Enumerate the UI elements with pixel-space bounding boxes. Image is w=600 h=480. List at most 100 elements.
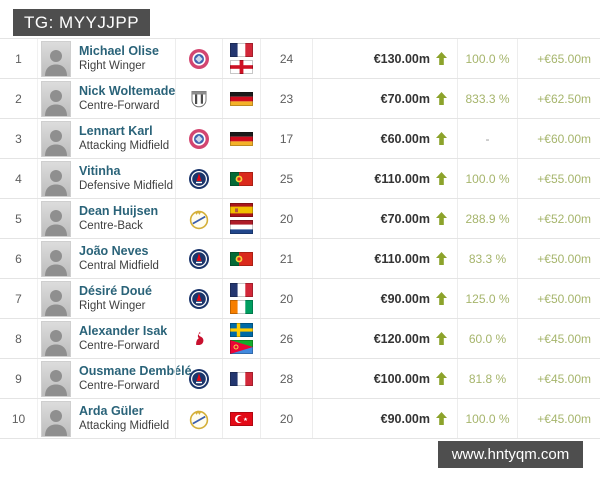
- player-name-link[interactable]: Arda Güler: [79, 403, 144, 418]
- club-crest-bayern-icon[interactable]: [188, 48, 210, 70]
- table-row: 9 Ousmane Dembélé Centre-Forward 28 €100…: [0, 359, 600, 399]
- player-name-link[interactable]: Alexander Isak: [79, 323, 168, 338]
- rank-cell: 5: [0, 199, 37, 238]
- rank-label: 10: [11, 411, 26, 426]
- market-value: €70.00m: [380, 91, 430, 106]
- nationality-cell: [222, 199, 260, 238]
- player-photo[interactable]: [41, 320, 71, 357]
- percent-change-cell: 288.9 %: [457, 199, 517, 238]
- player-position: Centre-Forward: [79, 340, 160, 353]
- value-change-cell: +€45.00m: [517, 399, 600, 438]
- age-cell: 20: [260, 199, 312, 238]
- age-value: 17: [279, 131, 294, 146]
- club-crest-psg-icon[interactable]: [188, 248, 210, 270]
- flag-stack: [230, 323, 253, 354]
- value-change-cell: +€65.00m: [517, 39, 600, 78]
- player-name-link[interactable]: Vitinha: [79, 163, 121, 178]
- player-photo[interactable]: [41, 400, 71, 437]
- age-value: 20: [279, 411, 294, 426]
- player-cell: Dean Huijsen Centre-Back: [37, 199, 175, 238]
- player-info: Vitinha Defensive Midfield: [79, 164, 173, 194]
- percent-change: 81.8 %: [468, 371, 507, 386]
- market-value: €110.00m: [374, 171, 430, 186]
- player-photo[interactable]: [41, 360, 71, 397]
- player-name-link[interactable]: João Neves: [79, 243, 149, 258]
- value-change: +€60.00m: [537, 131, 591, 146]
- player-name-link[interactable]: Ousmane Dembélé: [79, 363, 192, 378]
- player-photo[interactable]: [41, 280, 71, 317]
- value-change-cell: +€50.00m: [517, 279, 600, 318]
- player-photo[interactable]: [41, 160, 71, 197]
- club-crest-real-madrid-icon[interactable]: [188, 408, 210, 430]
- nationality-flag-germany-icon: [230, 91, 253, 106]
- flag-stack: [230, 251, 253, 266]
- player-photo[interactable]: [41, 200, 71, 237]
- table-row: 2 Nick Woltemade Centre-Forward 23 €70.0…: [0, 79, 600, 119]
- club-crest-psg-icon[interactable]: [188, 168, 210, 190]
- player-name-link[interactable]: Lennart Karl: [79, 123, 153, 138]
- percent-change: 288.9 %: [465, 211, 510, 226]
- market-value-cell: €90.00m: [312, 279, 457, 318]
- market-value-cell: €120.00m: [312, 319, 457, 358]
- player-photo[interactable]: [41, 240, 71, 277]
- club-crest-liverpool-icon[interactable]: [188, 328, 210, 350]
- percent-change: 100.0 %: [465, 411, 510, 426]
- player-name-link[interactable]: Nick Woltemade: [79, 83, 176, 98]
- percent-change: 100.0 %: [465, 51, 510, 66]
- club-cell: [175, 119, 222, 158]
- club-crest-bayern-icon[interactable]: [188, 128, 210, 150]
- player-photo[interactable]: [41, 80, 71, 117]
- rank-label: 1: [15, 51, 22, 66]
- player-info: Lennart Karl Attacking Midfield: [79, 124, 169, 154]
- age-cell: 21: [260, 239, 312, 278]
- rank-label: 3: [15, 131, 22, 146]
- table-row: 5 Dean Huijsen Centre-Back 20 €70.00m 28…: [0, 199, 600, 239]
- value-change-cell: +€60.00m: [517, 119, 600, 158]
- value-change-cell: +€45.00m: [517, 319, 600, 358]
- value-change-cell: +€62.50m: [517, 79, 600, 118]
- player-photo[interactable]: [41, 120, 71, 157]
- player-info: João Neves Central Midfield: [79, 244, 159, 274]
- age-value: 20: [279, 291, 294, 306]
- club-crest-newcastle-icon[interactable]: [188, 88, 210, 110]
- nationality-cell: [222, 239, 260, 278]
- rank-label: 8: [15, 331, 22, 346]
- player-name-link[interactable]: Désiré Doué: [79, 283, 152, 298]
- player-cell: Michael Olise Right Winger: [37, 39, 175, 78]
- player-photo[interactable]: [41, 40, 71, 77]
- rank-cell: 10: [0, 399, 37, 438]
- rank-cell: 6: [0, 239, 37, 278]
- nationality-flag-turkey-icon: [230, 411, 253, 426]
- percent-change-cell: 83.3 %: [457, 239, 517, 278]
- player-name-link[interactable]: Dean Huijsen: [79, 203, 159, 218]
- age-value: 21: [279, 251, 294, 266]
- value-change: +€50.00m: [537, 291, 591, 306]
- club-cell: [175, 359, 222, 398]
- age-value: 25: [279, 171, 294, 186]
- club-crest-psg-icon[interactable]: [188, 288, 210, 310]
- value-change-cell: +€52.00m: [517, 199, 600, 238]
- club-cell: [175, 279, 222, 318]
- table-row: 3 Lennart Karl Attacking Midfield 17 €60…: [0, 119, 600, 159]
- percent-change-cell: 81.8 %: [457, 359, 517, 398]
- flag-stack: [230, 283, 253, 314]
- player-cell: Arda Güler Attacking Midfield: [37, 399, 175, 438]
- player-position: Centre-Forward: [79, 380, 160, 393]
- market-value-cell: €110.00m: [312, 239, 457, 278]
- age-cell: 26: [260, 319, 312, 358]
- nationality-flag-spain-icon: [230, 203, 253, 217]
- nationality-flag-ivory-coast-icon: [230, 300, 253, 314]
- rank-cell: 8: [0, 319, 37, 358]
- percent-change: 100.0 %: [465, 171, 510, 186]
- player-cell: Nick Woltemade Centre-Forward: [37, 79, 175, 118]
- club-crest-real-madrid-icon[interactable]: [188, 208, 210, 230]
- players-table: 1 Michael Olise Right Winger 24 €130.00m: [0, 38, 600, 439]
- market-value-cell: €90.00m: [312, 399, 457, 438]
- percent-change-cell: -: [457, 119, 517, 158]
- age-value: 26: [279, 331, 294, 346]
- club-crest-psg-icon[interactable]: [188, 368, 210, 390]
- player-name-link[interactable]: Michael Olise: [79, 43, 159, 58]
- age-cell: 23: [260, 79, 312, 118]
- trend-up-icon: [436, 372, 447, 385]
- market-value-cell: €70.00m: [312, 199, 457, 238]
